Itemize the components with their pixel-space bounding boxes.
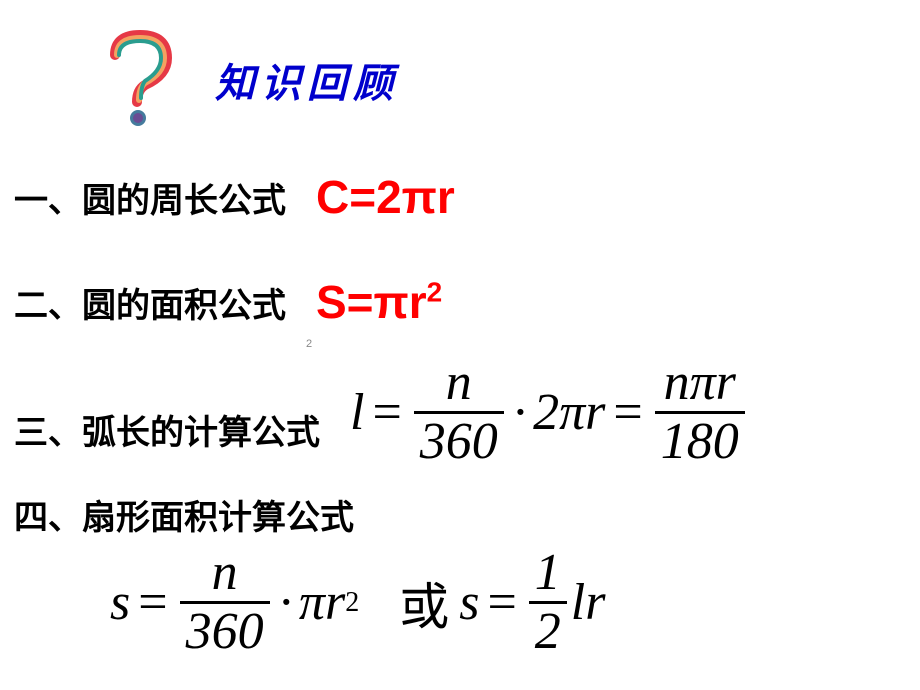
numerator: n xyxy=(440,355,478,411)
fraction-b: 1 2 xyxy=(529,545,567,660)
denominator: 2 xyxy=(529,604,567,660)
formula-base: S=πr xyxy=(316,276,427,328)
equals-sign: = xyxy=(138,573,167,632)
item-1-formula: C=2πr xyxy=(316,170,455,224)
exponent: 2 xyxy=(345,587,359,619)
fraction-2: nπr 180 xyxy=(655,355,745,470)
numerator: nπr xyxy=(658,355,742,411)
item-3-label: 三、弧长的计算公式 xyxy=(14,405,320,454)
fraction-a: n 360 xyxy=(180,545,270,660)
item-3-formula: l = n 360 · 2πr = nπr 180 xyxy=(350,355,749,470)
question-mark-icon xyxy=(95,30,185,130)
item-1-label: 一、圆的周长公式 xyxy=(14,173,286,222)
formula-exponent: 2 xyxy=(427,277,443,308)
equals-sign: = xyxy=(487,573,516,632)
lhs: l xyxy=(350,383,364,442)
item-4: 四、扇形面积计算公式 xyxy=(14,490,354,539)
item-4-formula: s = n 360 · πr2 或 s = 1 2 lr xyxy=(110,545,605,660)
numerator: n xyxy=(206,545,244,601)
denominator: 180 xyxy=(655,414,745,470)
item-2-label: 二、圆的面积公式 xyxy=(14,278,286,327)
dot-operator: · xyxy=(512,383,529,442)
equals-sign: = xyxy=(613,383,642,442)
fraction-1: n 360 xyxy=(414,355,504,470)
slide-number: 2 xyxy=(306,338,312,350)
mid-term: 2πr xyxy=(533,383,605,442)
item-3: 三、弧长的计算公式 xyxy=(14,365,320,454)
lhs-b: s xyxy=(459,573,479,632)
numerator: 1 xyxy=(529,545,567,601)
slide-header: 知识回顾 xyxy=(95,30,399,130)
equals-sign: = xyxy=(372,383,401,442)
lhs-a: s xyxy=(110,573,130,632)
tail-b: lr xyxy=(571,573,606,632)
item-2: 二、圆的面积公式 S=πr2 xyxy=(14,275,442,329)
or-text: 或 xyxy=(399,567,449,639)
denominator: 360 xyxy=(414,414,504,470)
tail-a: πr xyxy=(299,573,345,632)
dot-operator: · xyxy=(278,573,295,632)
item-2-formula: S=πr2 xyxy=(316,275,442,329)
slide-title: 知识回顾 xyxy=(215,51,399,109)
item-1: 一、圆的周长公式 C=2πr xyxy=(14,170,455,224)
denominator: 360 xyxy=(180,604,270,660)
item-4-label: 四、扇形面积计算公式 xyxy=(14,490,354,539)
